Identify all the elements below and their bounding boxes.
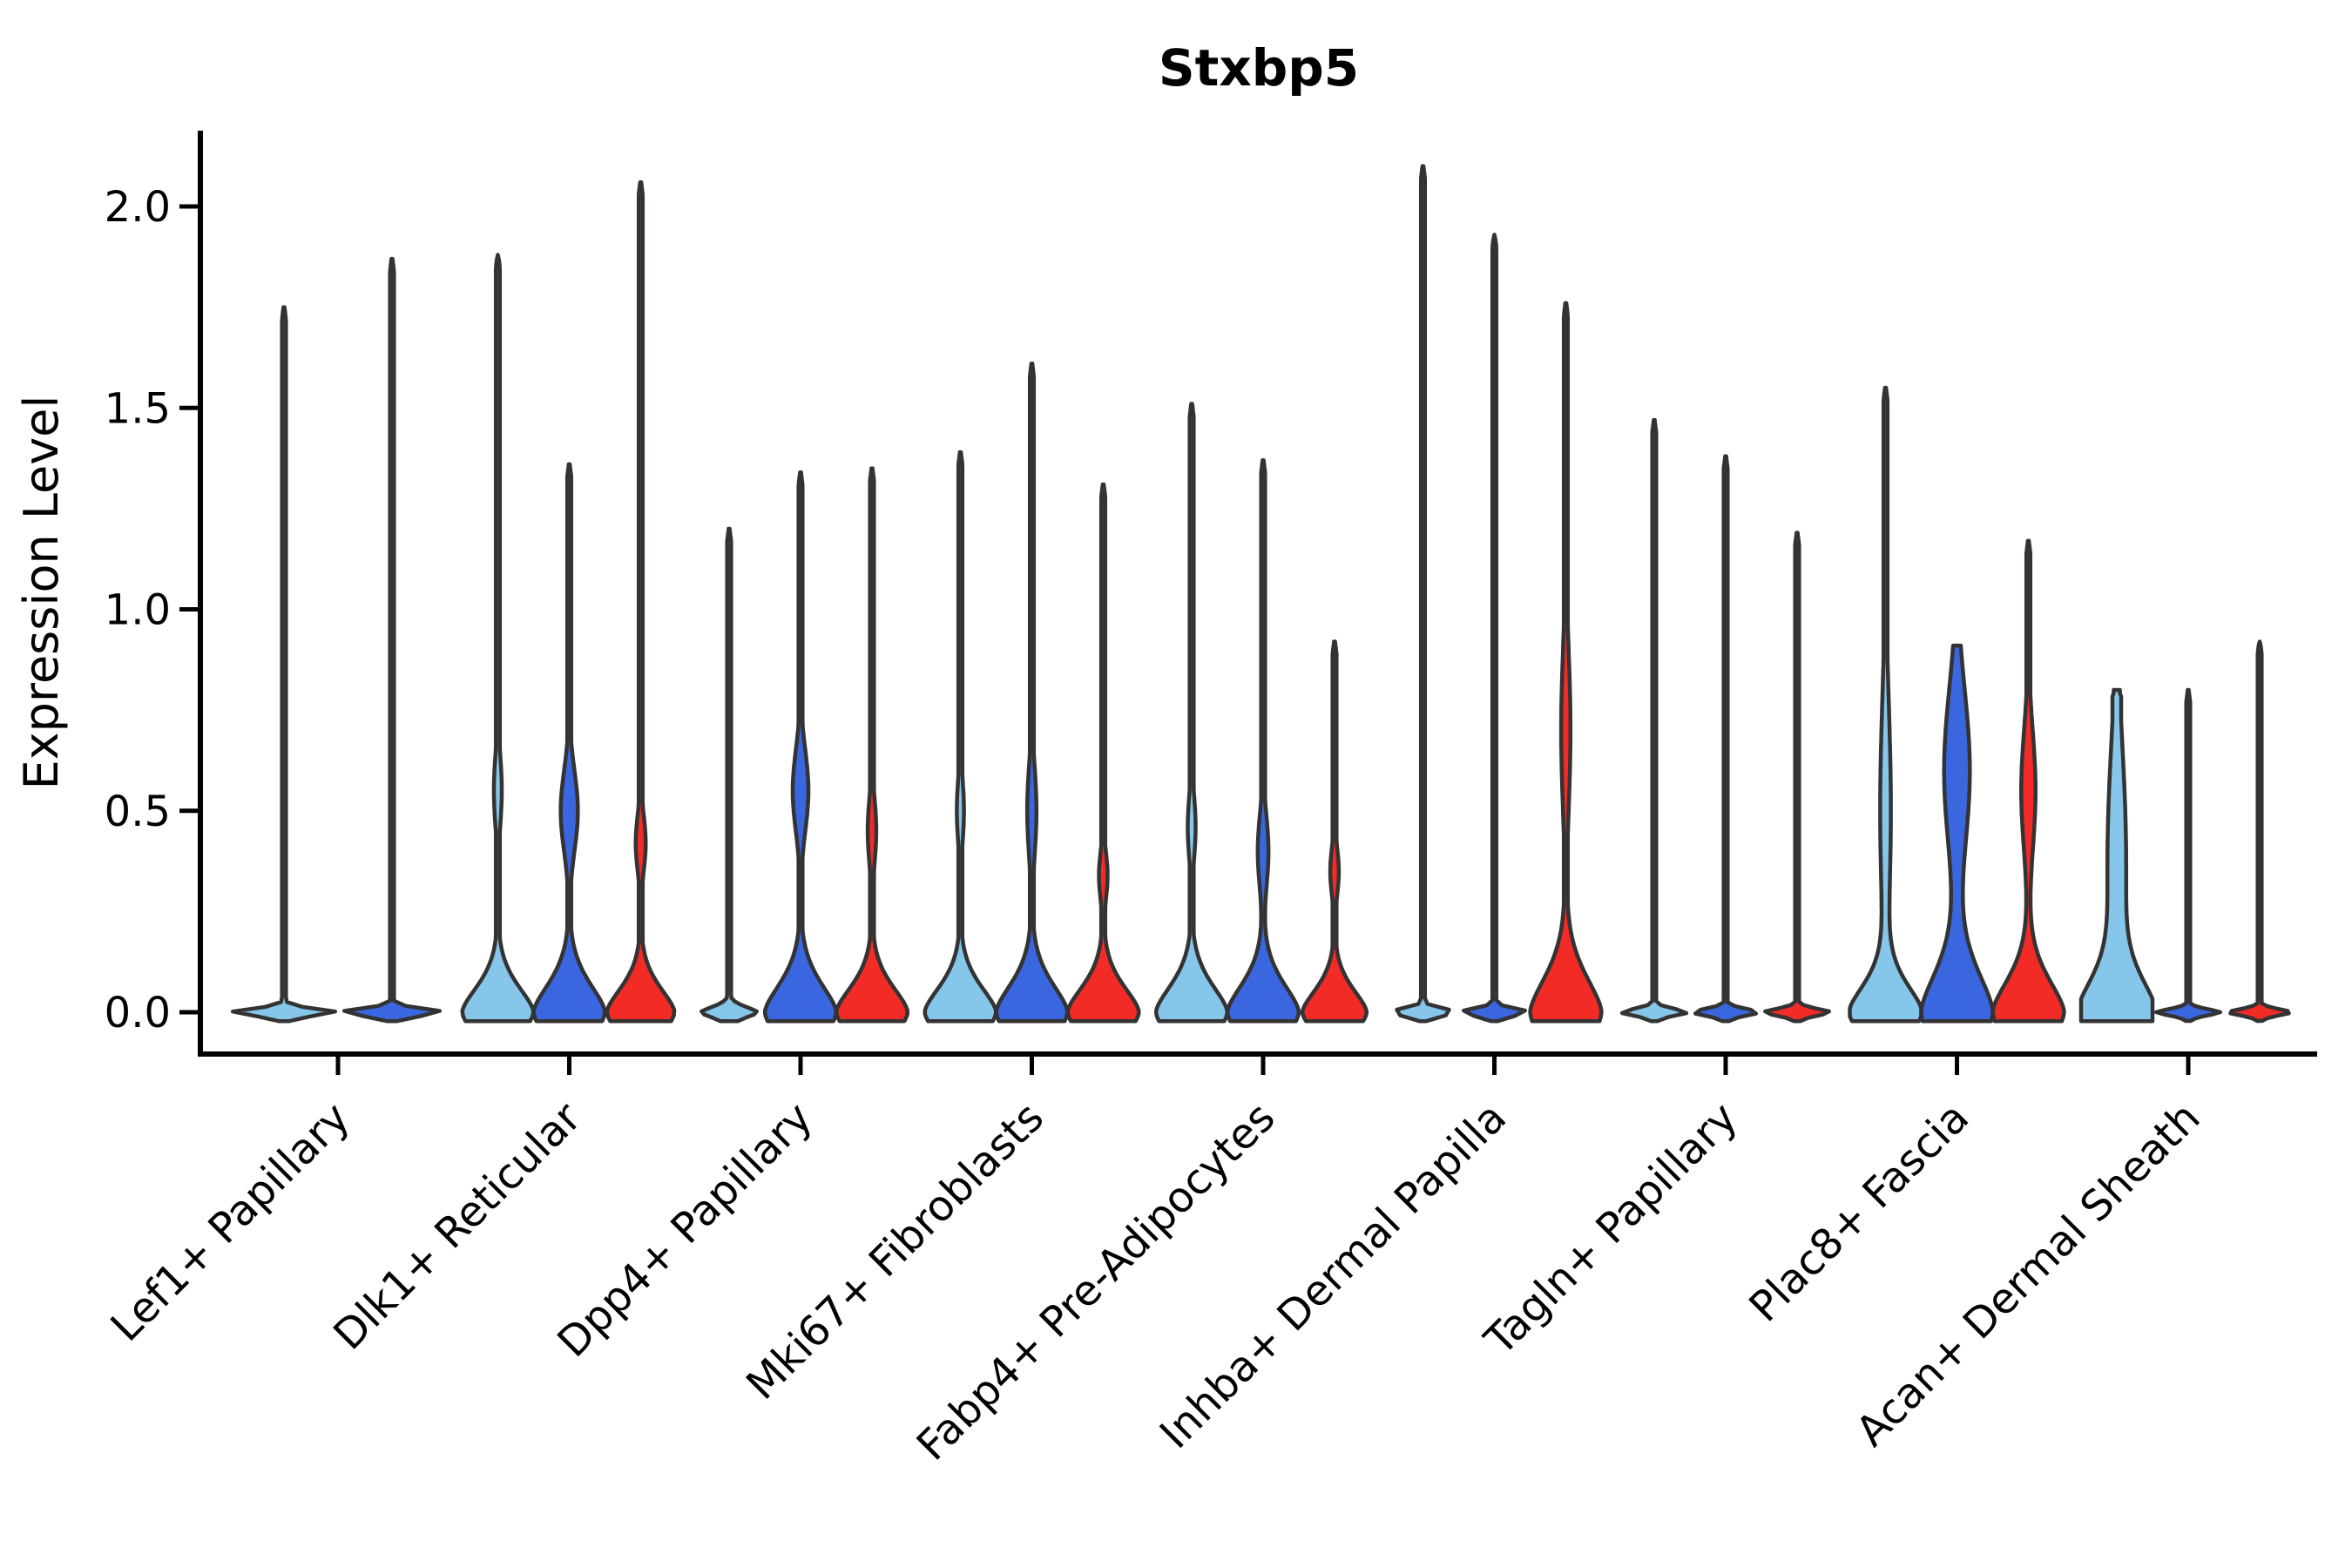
violin-fabp4-pre-adipocytes-red bbox=[1301, 639, 1369, 1024]
violin-acan-dermal-sheath-red bbox=[2228, 639, 2291, 1024]
violin-inhba-dermal-papilla-dark-blue bbox=[1462, 233, 1527, 1024]
violin-dlk1-reticular-red bbox=[605, 180, 677, 1024]
violin-mki67-fibroblasts-dark-blue bbox=[994, 362, 1070, 1024]
y-axis-label: Expression Level bbox=[14, 395, 69, 790]
violin-dlk1-reticular-dark-blue bbox=[531, 462, 607, 1024]
violin-plac8-fascia-red bbox=[1990, 538, 2066, 1024]
violin-plac8-fascia-light-blue bbox=[1848, 385, 1923, 1024]
x-tick-label-tagln-papillary: Tagln+ Papillary bbox=[1475, 1093, 1747, 1365]
violin-acan-dermal-sheath-dark-blue bbox=[2153, 687, 2223, 1024]
x-tick-label-dpp4-papillary: Dpp4+ Papillary bbox=[548, 1093, 821, 1367]
x-tick-label-dlk1-reticular: Dlk1+ Reticular bbox=[324, 1093, 591, 1360]
violin-lef1-papillary-dark-blue bbox=[341, 256, 443, 1024]
violin-dpp4-papillary-light-blue bbox=[700, 526, 759, 1024]
violin-plac8-fascia-dark-blue bbox=[1919, 643, 1995, 1024]
violin-lef1-papillary-light-blue bbox=[230, 305, 338, 1024]
violin-inhba-dermal-papilla-red bbox=[1528, 301, 1604, 1024]
violin-dpp4-papillary-red bbox=[834, 466, 910, 1024]
y-tick-label: 1.0 bbox=[105, 586, 171, 635]
y-tick-label: 0.5 bbox=[105, 787, 171, 836]
x-tick-label-plac8-fascia: Plac8+ Fascia bbox=[1740, 1093, 1978, 1332]
violin-dlk1-reticular-light-blue bbox=[460, 253, 536, 1024]
violin-tagln-papillary-red bbox=[1763, 531, 1831, 1024]
violin-fabp4-pre-adipocytes-light-blue bbox=[1153, 402, 1230, 1024]
violin-dpp4-papillary-dark-blue bbox=[762, 470, 839, 1024]
violin-inhba-dermal-papilla-light-blue bbox=[1395, 164, 1451, 1024]
y-tick-label: 2.0 bbox=[105, 183, 171, 232]
y-tick-label: 0.0 bbox=[105, 989, 171, 1037]
chart-title: Stxbp5 bbox=[1159, 38, 1359, 98]
violin-tagln-papillary-dark-blue bbox=[1693, 454, 1759, 1024]
violin-fabp4-pre-adipocytes-dark-blue bbox=[1225, 458, 1301, 1024]
violin-mki67-fibroblasts-red bbox=[1065, 482, 1141, 1024]
x-tick-label-lef1-papillary: Lef1+ Papillary bbox=[102, 1093, 360, 1351]
violin-acan-dermal-sheath-light-blue bbox=[2078, 687, 2155, 1024]
violin-tagln-papillary-light-blue bbox=[1619, 417, 1689, 1024]
violin-mki67-fibroblasts-light-blue bbox=[923, 449, 998, 1024]
y-tick-label: 1.5 bbox=[105, 384, 171, 433]
